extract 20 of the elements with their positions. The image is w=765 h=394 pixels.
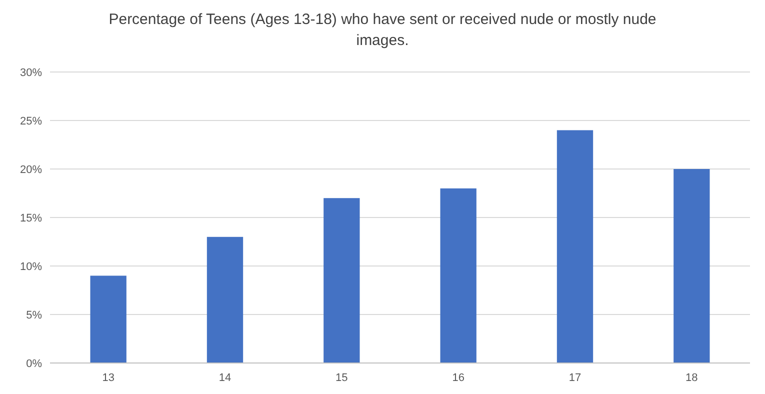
y-tick-label: 20% [20,164,42,176]
bar [440,188,476,363]
x-tick-label: 17 [568,372,582,384]
y-tick-label: 10% [20,260,42,273]
chart-title: Percentage of Teens (Ages 13-18) who have sent or received nude or mostly nude images. [108,11,656,49]
x-tick-label: 15 [336,372,348,384]
y-tick-label: 30% [20,66,42,79]
bar [556,130,594,363]
x-tick-label: 14 [218,372,232,384]
y-tick-label: 5% [26,309,42,322]
bar [90,276,126,363]
y-tick-label: 0% [26,358,42,370]
y-tick-label: 15% [20,212,42,224]
x-tick-label: 16 [452,372,464,384]
bar [674,169,710,363]
y-tick-label: 25% [20,115,42,128]
x-tick-label: 13 [102,372,114,384]
bar [206,236,244,363]
bar [324,198,360,363]
x-tick-label: 18 [686,372,698,384]
